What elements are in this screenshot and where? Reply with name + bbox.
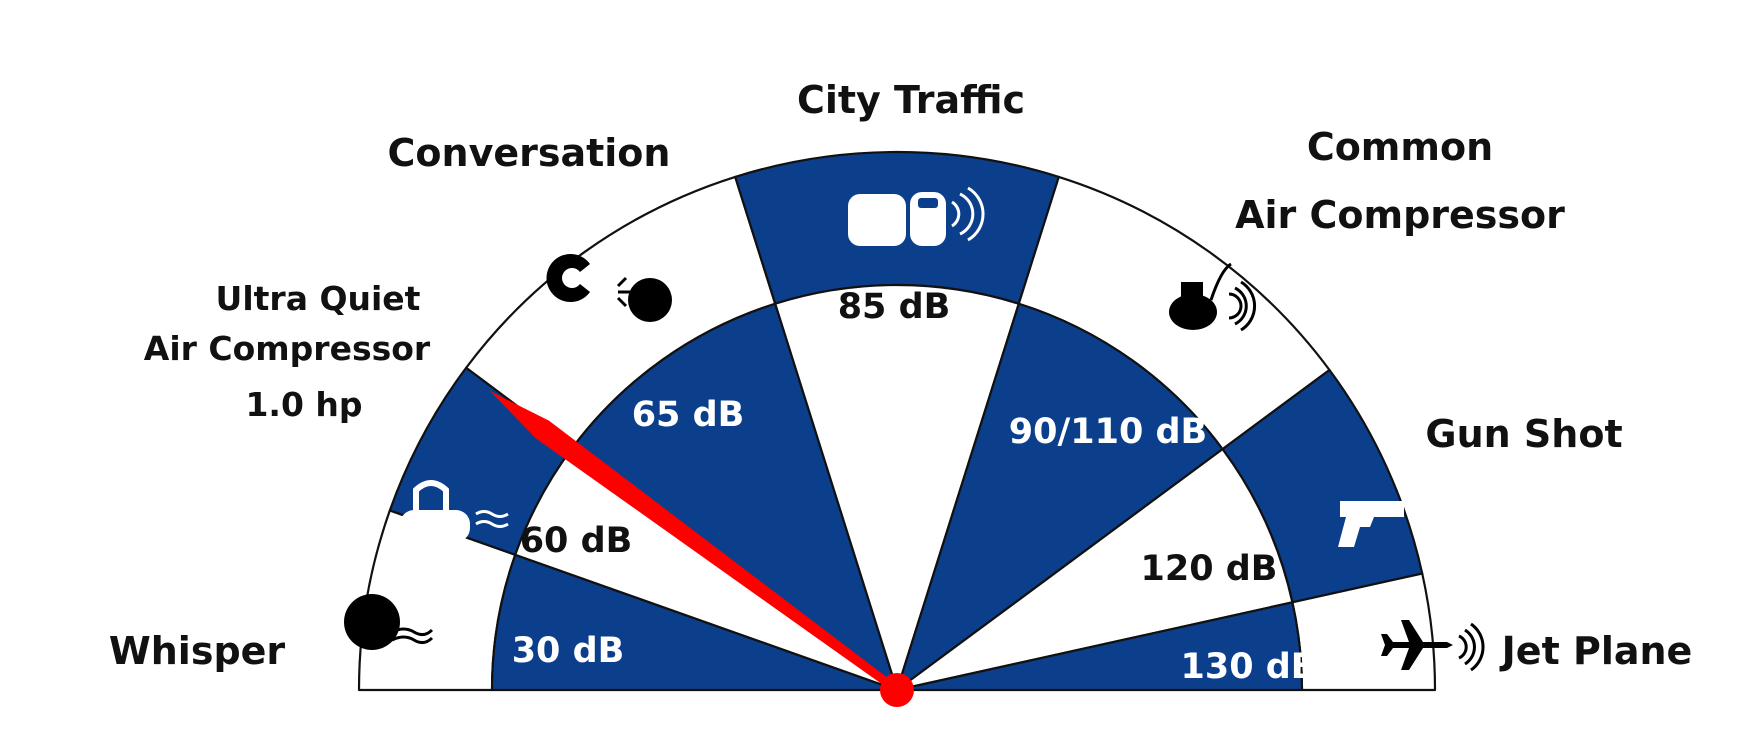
motor-shape xyxy=(1181,282,1203,300)
label-city-traffic: City Traffic xyxy=(797,78,1025,122)
sound-waves xyxy=(1458,622,1485,672)
label-ultra-quiet-line3: 1.0 hp xyxy=(245,385,362,424)
label-gun-shot: Gun Shot xyxy=(1425,412,1622,456)
sound-waves xyxy=(1228,280,1257,332)
breath-lines xyxy=(391,627,434,645)
label-common-line2: Air Compressor xyxy=(1235,193,1565,237)
pistol-icon xyxy=(1338,483,1438,547)
pistol-shape xyxy=(1338,501,1404,547)
label-ultra-quiet-line2: Air Compressor xyxy=(144,329,431,368)
plane-shape xyxy=(1381,620,1453,670)
sound-waves xyxy=(951,186,985,242)
label-common-line1: Common xyxy=(1307,125,1493,169)
sound-waves xyxy=(1411,483,1438,533)
airplane-icon xyxy=(1381,620,1485,672)
traffic-vehicles-icon xyxy=(848,186,985,246)
quiet-compressor-icon xyxy=(400,480,509,542)
inner-segment-common-air-compressor xyxy=(895,302,1224,692)
needle-pointer xyxy=(490,391,900,694)
label-conversation: Conversation xyxy=(388,131,671,175)
car-window xyxy=(918,198,938,208)
label-ultra-quiet-line1: Ultra Quiet xyxy=(216,279,421,318)
handle-shape xyxy=(413,480,449,510)
gauge-needle xyxy=(490,391,914,707)
conversation-heads-icon xyxy=(546,254,672,322)
truck-shape xyxy=(848,194,906,246)
tank-shape xyxy=(1169,294,1217,330)
label-whisper: Whisper xyxy=(109,629,286,673)
needle-hub xyxy=(880,673,914,707)
head-right xyxy=(628,278,672,322)
db-label-ultra-quiet: 60 dB xyxy=(520,521,633,561)
whisper-head-icon xyxy=(344,594,434,650)
db-label-jet-plane: 130 dB xyxy=(1181,647,1318,687)
db-label-conversation: 65 dB xyxy=(632,395,745,435)
label-jet-plane: Jet Plane xyxy=(1499,629,1693,673)
db-label-whisper: 30 dB xyxy=(512,631,625,671)
air-lines xyxy=(475,510,509,528)
inner-segment-conversation xyxy=(571,302,899,692)
speech-lines xyxy=(616,276,630,308)
tank-shape xyxy=(400,510,470,542)
db-label-gun-shot: 120 dB xyxy=(1141,549,1278,589)
gauge-icons xyxy=(344,186,1485,672)
db-label-common-compressor: 90/110 dB xyxy=(1009,412,1207,452)
inner-segment-city-traffic xyxy=(774,283,1020,692)
db-label-city-traffic: 85 dB xyxy=(838,287,951,327)
head-left xyxy=(546,254,590,302)
hose-shape xyxy=(1209,262,1232,301)
head-shape xyxy=(344,594,400,650)
loud-compressor-icon xyxy=(1169,262,1257,332)
